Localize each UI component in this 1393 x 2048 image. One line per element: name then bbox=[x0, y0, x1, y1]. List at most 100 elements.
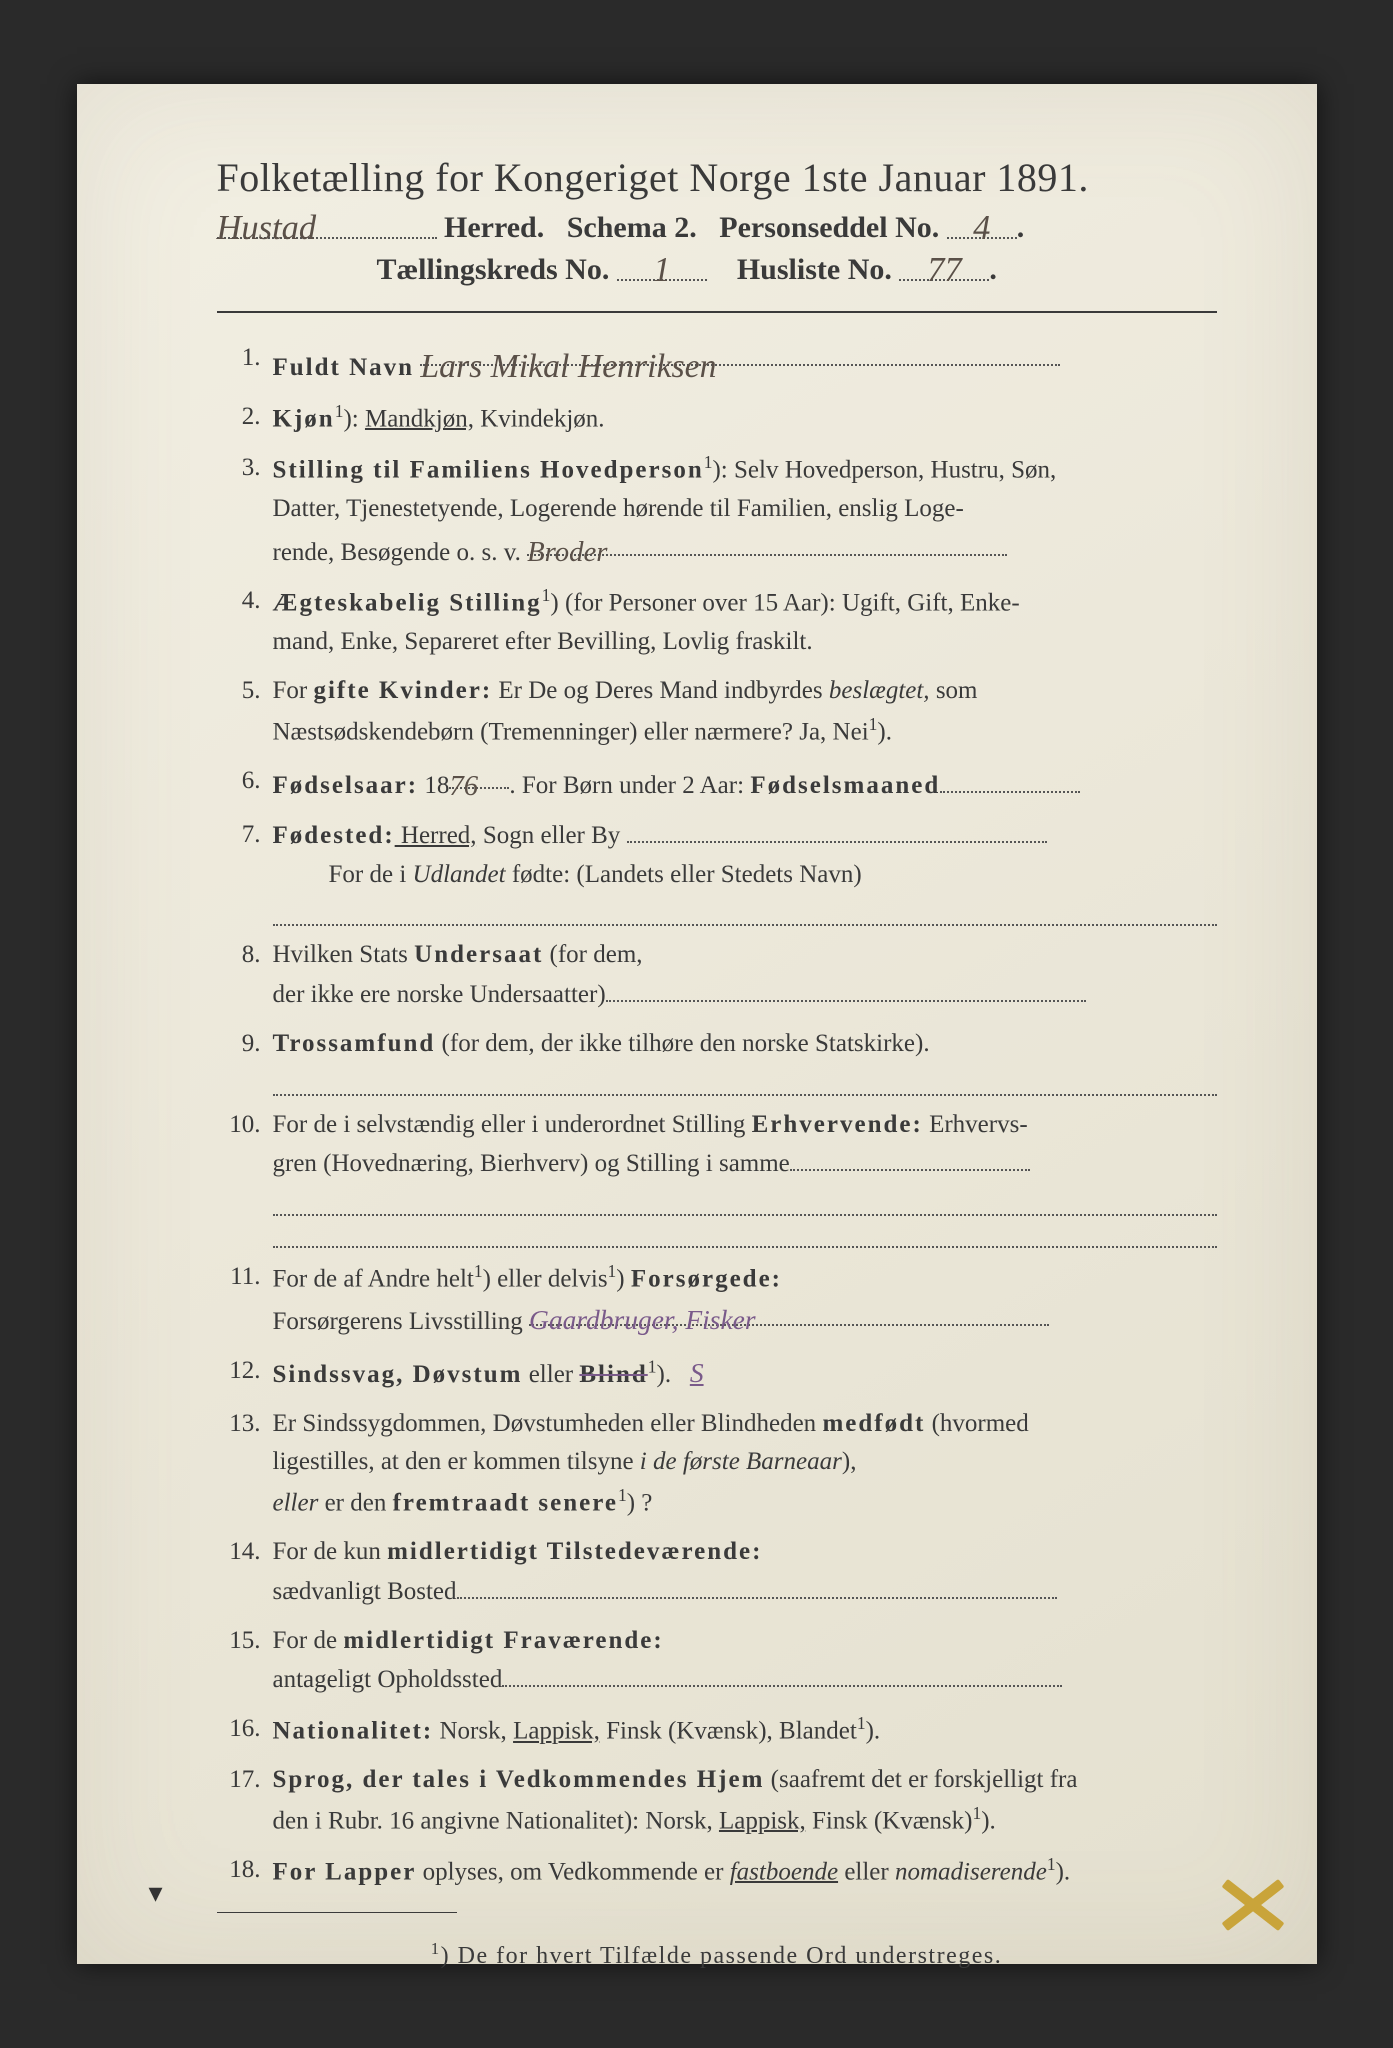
text: (saafremt det er forskjelligt fra bbox=[764, 1766, 1077, 1793]
personseddel-no-handwritten: 4 bbox=[973, 209, 990, 247]
taellingskreds-no-handwritten: 1 bbox=[653, 251, 670, 289]
label-b: Fødselsmaaned bbox=[750, 772, 940, 799]
text: ), bbox=[842, 1448, 857, 1475]
item-num: 7. bbox=[217, 816, 261, 855]
item-num: 4. bbox=[217, 582, 261, 621]
header-block: Folketælling for Kongeriget Norge 1ste J… bbox=[217, 154, 1217, 287]
item-label: Sindssvag, Døvstum bbox=[273, 1361, 523, 1388]
item-num: 5. bbox=[217, 672, 261, 711]
relation-handwritten: Broder bbox=[527, 536, 607, 568]
dotted-blank bbox=[273, 1236, 1217, 1248]
text: Datter, Tjenestetyende, Logerende hørend… bbox=[273, 490, 1217, 529]
colon: ). bbox=[657, 1361, 672, 1388]
sup: 1 bbox=[972, 1803, 981, 1823]
item-11: 11. For de af Andre helt1) eller delvis1… bbox=[217, 1258, 1217, 1342]
item-17: 17. Sprog, der tales i Vedkommendes Hjem… bbox=[217, 1761, 1217, 1841]
text: For de kun bbox=[273, 1538, 388, 1565]
colon: ). bbox=[866, 1718, 881, 1745]
text: antageligt Opholdssted bbox=[273, 1666, 503, 1693]
birthyear-handwritten: 76 bbox=[449, 770, 478, 802]
text: Er De og Deres Mand indbyrdes bbox=[492, 677, 829, 704]
colon: ): bbox=[712, 456, 727, 483]
item-18: 18. For Lapper oplyses, om Vedkommende e… bbox=[217, 1851, 1217, 1892]
title-line-1: Folketælling for Kongeriget Norge 1ste J… bbox=[217, 154, 1217, 201]
colon: ) bbox=[550, 590, 558, 617]
text: som bbox=[930, 677, 978, 704]
gender-other: Kvindekjøn. bbox=[474, 405, 605, 432]
item-label: Trossamfund bbox=[273, 1030, 436, 1057]
item-num: 15. bbox=[217, 1622, 261, 1661]
item-label: Ægteskabelig Stilling bbox=[273, 590, 542, 617]
title-line-3: Tællingskreds No. 1 Husliste No. 77 . bbox=[217, 249, 1217, 287]
provider-handwritten: Gaardbruger, Fisker bbox=[529, 1304, 756, 1335]
text: den i Rubr. 16 angivne Nationalitet): No… bbox=[273, 1807, 719, 1834]
lead: For bbox=[273, 677, 314, 704]
schema-label: Schema 2. bbox=[567, 211, 697, 244]
text-em-underlined: fastboende bbox=[730, 1858, 838, 1885]
text: gren (Hovednæring, Bierhverv) og Stillin… bbox=[273, 1150, 790, 1177]
item-label: For Lapper bbox=[273, 1858, 417, 1885]
item-label: Nationalitet: bbox=[273, 1718, 434, 1745]
text: Næstsødskendebørn (Tremenninger) eller n… bbox=[273, 718, 869, 745]
text: Sogn eller By bbox=[477, 822, 627, 849]
year-prefix: 18 bbox=[418, 772, 449, 799]
colon: ): bbox=[343, 405, 358, 432]
item-15: 15. For de midlertidigt Fraværende: anta… bbox=[217, 1622, 1217, 1701]
sup: 1 bbox=[618, 1485, 627, 1505]
footnote-rule bbox=[217, 1912, 457, 1913]
item-3: 3. Stilling til Familiens Hovedperson1):… bbox=[217, 449, 1217, 573]
item-num: 16. bbox=[217, 1710, 261, 1749]
item-16: 16. Nationalitet: Norsk, Lappisk, Finsk … bbox=[217, 1710, 1217, 1751]
item-num: 9. bbox=[217, 1025, 261, 1064]
text-em: nomadiserende bbox=[895, 1858, 1047, 1885]
item-label: Erhvervende: bbox=[752, 1111, 923, 1138]
footnote-text: ) De for hvert Tilfælde passende Ord und… bbox=[441, 1943, 1003, 1969]
text: Finsk (Kvænsk), Blandet bbox=[600, 1718, 857, 1745]
item-num: 18. bbox=[217, 1851, 261, 1890]
item-num: 17. bbox=[217, 1761, 261, 1800]
text: . For Børn under 2 Aar: bbox=[509, 772, 750, 799]
item-num: 1. bbox=[217, 339, 261, 378]
item-num: 11. bbox=[217, 1258, 261, 1297]
item-num: 8. bbox=[217, 936, 261, 975]
text: (hvormed bbox=[925, 1410, 1028, 1437]
item-num: 2. bbox=[217, 398, 261, 437]
text: (for dem, der ikke tilhøre den norske St… bbox=[435, 1030, 929, 1057]
dotted-blank bbox=[273, 1084, 1217, 1096]
text: oplyses, om Vedkommende er bbox=[416, 1858, 729, 1885]
text: ) eller delvis bbox=[483, 1265, 608, 1292]
text-em: beslægtet, bbox=[829, 677, 930, 704]
item-label: Sprog, der tales i Vedkommendes Hjem bbox=[273, 1766, 765, 1793]
item-4: 4. Ægteskabelig Stilling1) (for Personer… bbox=[217, 582, 1217, 662]
item-label: gifte Kvinder: bbox=[313, 677, 492, 704]
item-label: Fødested: bbox=[273, 822, 395, 849]
taellingskreds-label: Tællingskreds No. bbox=[377, 253, 610, 286]
item-num: 12. bbox=[217, 1352, 261, 1391]
sup: 1 bbox=[608, 1261, 617, 1281]
title-line-2: Hustad Herred. Schema 2. Personseddel No… bbox=[217, 207, 1217, 245]
dotted-blank bbox=[940, 766, 1080, 793]
text-em: Udlandet bbox=[413, 861, 506, 888]
item-label: medfødt bbox=[822, 1410, 925, 1437]
dotted-blank bbox=[606, 975, 1086, 1002]
sup: 1 bbox=[474, 1261, 483, 1281]
item-1: 1. Fuldt Navn Lars Mikal Henriksen bbox=[217, 339, 1217, 388]
text: Er Sindssygdommen, Døvstumheden eller Bl… bbox=[273, 1410, 823, 1437]
disability-handwritten: S bbox=[690, 1357, 704, 1388]
text-em: eller bbox=[273, 1489, 319, 1516]
item-7: 7. Fødested: Herred, Sogn eller By For d… bbox=[217, 816, 1217, 927]
text: fødte: (Landets eller Stedets Navn) bbox=[506, 861, 862, 888]
text: er den bbox=[318, 1489, 392, 1516]
text: Forsørgerens Livsstilling bbox=[273, 1308, 523, 1335]
sup: 1 bbox=[648, 1357, 657, 1377]
dotted-blank bbox=[790, 1144, 1030, 1171]
item-label: Fødselsaar: bbox=[273, 772, 419, 799]
item-num: 14. bbox=[217, 1533, 261, 1572]
census-form-paper: Folketælling for Kongeriget Norge 1ste J… bbox=[77, 84, 1317, 1964]
text: (for dem, bbox=[543, 941, 642, 968]
item-8: 8. Hvilken Stats Undersaat (for dem, der… bbox=[217, 936, 1217, 1015]
dotted-blank bbox=[273, 914, 1217, 926]
colon: ). bbox=[877, 718, 892, 745]
herred-label: Herred. bbox=[444, 211, 544, 244]
item-label: midlertidigt Fraværende: bbox=[343, 1627, 663, 1654]
